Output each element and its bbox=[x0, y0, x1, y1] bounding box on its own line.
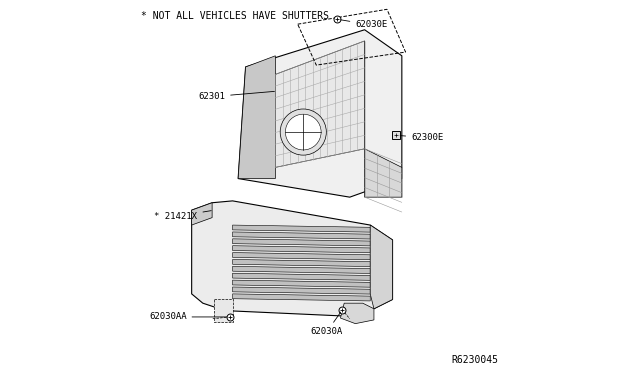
Circle shape bbox=[280, 109, 326, 155]
Polygon shape bbox=[340, 303, 374, 324]
Polygon shape bbox=[232, 287, 370, 294]
Text: * 21421X: * 21421X bbox=[154, 211, 211, 221]
Polygon shape bbox=[238, 56, 275, 179]
Polygon shape bbox=[232, 239, 370, 246]
Polygon shape bbox=[214, 299, 232, 322]
Polygon shape bbox=[232, 260, 370, 266]
Text: 62030A: 62030A bbox=[310, 312, 343, 336]
Polygon shape bbox=[232, 273, 370, 280]
Text: R6230045: R6230045 bbox=[452, 355, 499, 365]
Circle shape bbox=[285, 114, 321, 150]
Polygon shape bbox=[232, 253, 370, 260]
Polygon shape bbox=[370, 225, 392, 309]
Polygon shape bbox=[232, 294, 370, 301]
Text: 62300E: 62300E bbox=[400, 133, 444, 142]
Text: 62030AA: 62030AA bbox=[149, 312, 227, 321]
Polygon shape bbox=[238, 30, 402, 197]
Polygon shape bbox=[191, 201, 392, 316]
Polygon shape bbox=[365, 149, 402, 197]
Polygon shape bbox=[232, 280, 370, 287]
Polygon shape bbox=[232, 266, 370, 273]
Text: * NOT ALL VEHICLES HAVE SHUTTERS: * NOT ALL VEHICLES HAVE SHUTTERS bbox=[141, 11, 330, 21]
Polygon shape bbox=[232, 246, 370, 253]
Polygon shape bbox=[232, 232, 370, 239]
Polygon shape bbox=[275, 41, 365, 167]
Polygon shape bbox=[191, 203, 212, 225]
Text: 62030E: 62030E bbox=[340, 20, 388, 29]
Polygon shape bbox=[232, 225, 370, 232]
Text: 62301: 62301 bbox=[198, 92, 275, 101]
